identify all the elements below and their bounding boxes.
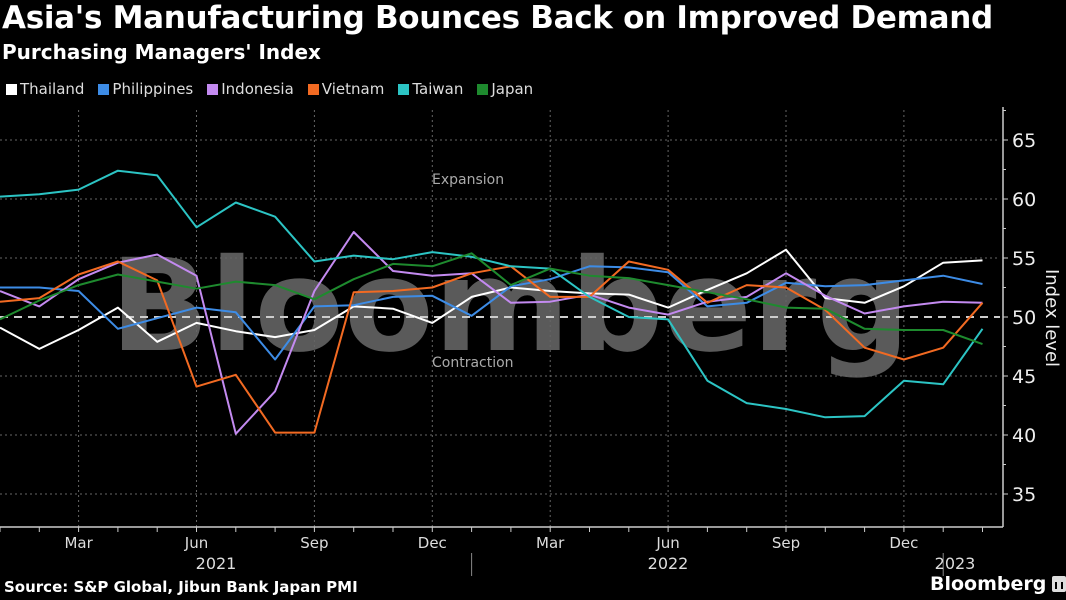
y-tick-label: 60 (1012, 189, 1036, 211)
chart-title: Asia's Manufacturing Bounces Back on Imp… (2, 0, 993, 36)
x-tick-label: Jun (655, 534, 679, 552)
legend-label: Japan (491, 80, 534, 98)
x-tick-label: Mar (536, 534, 565, 552)
series-taiwan (0, 169, 984, 419)
series-japan (0, 252, 983, 346)
legend-swatch (398, 83, 410, 95)
legend-item-japan: Japan (477, 80, 533, 98)
bloomberg-chart-icon (1052, 576, 1066, 592)
legend-label: Indonesia (221, 80, 294, 98)
legend-label: Thailand (20, 80, 85, 98)
series-philippines (0, 265, 983, 361)
legend-swatch (6, 83, 17, 95)
legend-item-indonesia: Indonesia (207, 80, 294, 98)
chart-subtitle: Purchasing Managers' Index (2, 40, 321, 64)
x-tick-label: Dec (418, 534, 447, 552)
legend-swatch (477, 83, 489, 95)
legend-label: Taiwan (412, 80, 464, 98)
legend-swatch (207, 83, 219, 95)
legend-item-vietnam: Vietnam (307, 80, 385, 98)
y-tick-label: 40 (1012, 425, 1036, 447)
x-tick-label: Mar (64, 534, 93, 552)
year-label: 2021 (196, 554, 237, 573)
x-tick-label: Jun (184, 534, 208, 552)
legend-label: Philippines (112, 80, 194, 98)
y-tick-label: 55 (1012, 248, 1036, 270)
x-tick-label: Sep (300, 534, 328, 552)
legend-label: Vietnam (321, 80, 385, 98)
source-note: Source: S&P Global, Jibun Bank Japan PMI (4, 578, 358, 596)
y-tick-label: 35 (1012, 484, 1036, 506)
series-indonesia (0, 231, 983, 435)
legend: Thailand Philippines Indonesia Vietnam Taiwa… (6, 80, 533, 98)
brand-name: Bloomberg (930, 573, 1047, 595)
legend-item-taiwan: Taiwan (398, 80, 463, 98)
x-tick-label: Dec (889, 534, 918, 552)
x-tick-label: Sep (772, 534, 800, 552)
year-label: 2023 (935, 554, 976, 573)
y-tick-label: 65 (1012, 130, 1036, 152)
y-tick-label: 50 (1012, 307, 1036, 329)
legend-item-philippines: Philippines (98, 80, 193, 98)
series-thailand (0, 248, 983, 350)
brand-logo: Bloomberg (930, 573, 1066, 595)
y-axis-label: Index level (1041, 269, 1062, 367)
y-tick-label: 45 (1012, 366, 1036, 388)
year-label: 2022 (648, 554, 689, 573)
legend-swatch (307, 83, 319, 95)
legend-swatch (98, 83, 110, 95)
contraction-label: Contraction (432, 355, 514, 371)
legend-item-thailand: Thailand (6, 80, 84, 98)
expansion-label: Expansion (432, 172, 504, 188)
